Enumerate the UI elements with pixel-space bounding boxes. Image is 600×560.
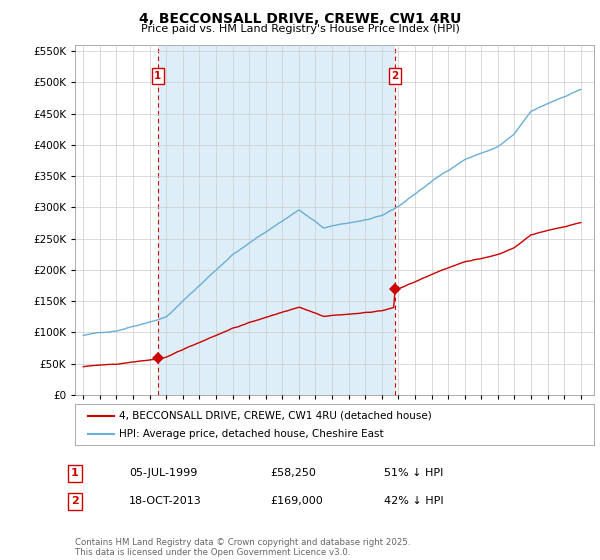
Text: 1: 1 [154, 71, 161, 81]
Text: HPI: Average price, detached house, Cheshire East: HPI: Average price, detached house, Ches… [119, 429, 384, 438]
Text: 51% ↓ HPI: 51% ↓ HPI [384, 468, 443, 478]
Text: 42% ↓ HPI: 42% ↓ HPI [384, 496, 443, 506]
Text: 4, BECCONSALL DRIVE, CREWE, CW1 4RU: 4, BECCONSALL DRIVE, CREWE, CW1 4RU [139, 12, 461, 26]
Text: 2: 2 [71, 496, 79, 506]
Text: £169,000: £169,000 [270, 496, 323, 506]
Text: 4, BECCONSALL DRIVE, CREWE, CW1 4RU (detached house): 4, BECCONSALL DRIVE, CREWE, CW1 4RU (det… [119, 411, 432, 421]
Text: 1: 1 [71, 468, 79, 478]
Text: 18-OCT-2013: 18-OCT-2013 [129, 496, 202, 506]
Text: Price paid vs. HM Land Registry's House Price Index (HPI): Price paid vs. HM Land Registry's House … [140, 24, 460, 34]
Text: 2: 2 [391, 71, 398, 81]
Text: Contains HM Land Registry data © Crown copyright and database right 2025.
This d: Contains HM Land Registry data © Crown c… [75, 538, 410, 557]
Text: £58,250: £58,250 [270, 468, 316, 478]
Text: 05-JUL-1999: 05-JUL-1999 [129, 468, 197, 478]
Bar [158, 45, 395, 395]
